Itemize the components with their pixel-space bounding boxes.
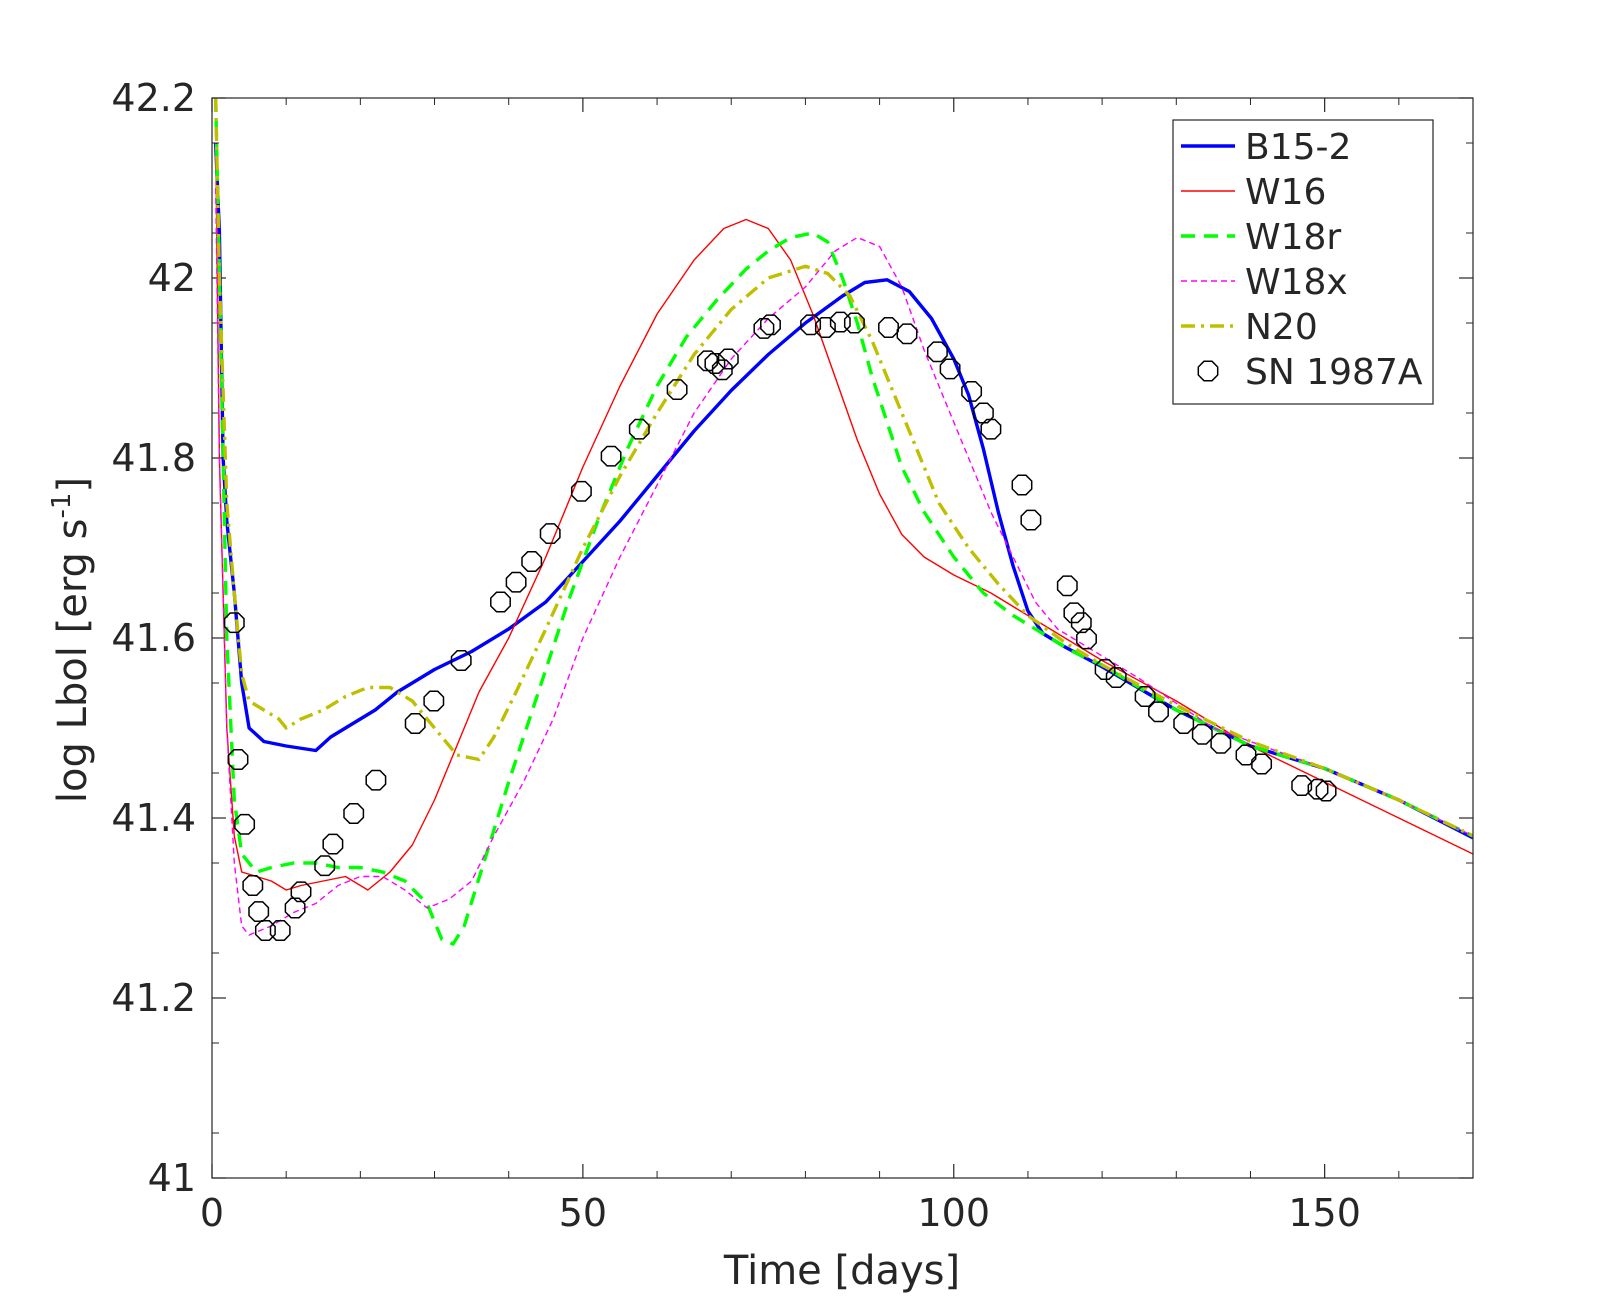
data-point-sn-1987a [365,769,387,791]
series-sn-1987a [223,311,1337,941]
x-tick-label: 50 [559,1191,607,1235]
legend-label-w16: W16 [1245,172,1326,213]
series-line-n20 [214,98,1473,838]
data-point-sn-1987a [1251,753,1273,775]
x-tick-labels: 0 50 100 150 [200,1191,1361,1235]
data-point-sn-1987a [1291,775,1313,797]
data-point-sn-1987a [269,920,291,941]
y-axis-label-main: log Lbol [erg s [50,518,96,803]
data-point-sn-1987a [1210,732,1232,754]
data-point-sn-1987a [814,317,836,338]
data-point-sn-1987a [600,445,622,467]
y-tick-label: 41 [148,1156,196,1200]
data-point-sn-1987a [1076,628,1097,650]
legend-label-n20: N20 [1245,307,1318,348]
data-point-sn-1987a [505,571,527,593]
plot-frame [211,97,1474,1179]
x-axis-label: Time [days] [723,1248,960,1294]
data-point-sn-1987a [717,348,739,370]
data-point-sn-1987a [878,317,899,338]
legend-label-w18r: W18r [1245,217,1341,258]
data-point-sn-1987a [343,803,365,824]
y-tick-label: 41.2 [111,976,196,1020]
data-point-sn-1987a [800,314,822,336]
data-point-sn-1987a [711,359,733,381]
data-point-sn-1987a [423,690,445,712]
data-point-sn-1987a [570,480,592,502]
data-point-sn-1987a [1315,780,1337,802]
data-point-sn-1987a [404,713,426,734]
x-tick-label: 150 [1288,1191,1361,1235]
data-point-sn-1987a [1063,602,1085,624]
data-point-sn-1987a [753,317,775,339]
data-point-sn-1987a [1011,474,1033,496]
y-tick-label: 42.2 [111,76,196,120]
data-point-sn-1987a [1056,575,1078,597]
data-point-sn-1987a [290,881,312,903]
data-point-sn-1987a [490,591,511,613]
legend-label-sn-1987a: SN 1987A [1245,352,1423,393]
legend-marker-sn-1987a [1197,360,1219,382]
data-point-sn-1987a [760,314,781,336]
series-layer [214,98,1473,946]
data-point-sn-1987a [843,312,865,334]
data-point-sn-1987a [1105,667,1127,689]
series-line-b15-2 [214,142,1473,840]
data-point-sn-1987a [980,418,1002,440]
series-line-w18r [214,98,1473,946]
data-point-sn-1987a [539,523,561,545]
y-tick-label: 41.4 [111,796,196,840]
data-point-sn-1987a [521,551,543,572]
data-point-sn-1987a [1070,612,1092,634]
data-point-sn-1987a [1134,686,1156,707]
data-point-sn-1987a [1191,723,1213,745]
data-point-sn-1987a [926,341,948,363]
data-point-sn-1987a [1020,509,1042,531]
data-point-sn-1987a [628,418,650,440]
data-point-sn-1987a [314,855,336,877]
data-point-sn-1987a [1173,713,1195,734]
y-axis-label-close: ] [50,477,96,493]
data-point-sn-1987a [961,380,983,402]
data-point-sn-1987a [227,749,249,770]
legend-label-w18x: W18x [1245,262,1348,303]
y-axis-label: log Lbol [erg s-1] [47,477,96,803]
y-axis-label-sup: -1 [47,493,77,519]
data-point-sn-1987a [450,650,472,671]
legend-box [1172,119,1434,405]
data-point-sn-1987a [704,353,726,374]
series-line-w18x [215,187,1473,936]
data-point-sn-1987a [322,833,344,855]
data-point-sn-1987a [666,379,688,401]
series-line-w16 [215,142,1473,891]
data-point-sn-1987a [234,813,256,835]
y-tick-labels: 41 41.2 41.4 41.6 41.8 42 42.2 [111,76,196,1200]
data-point-sn-1987a [896,323,918,345]
x-tick-label: 100 [917,1191,990,1235]
data-point-sn-1987a [1148,701,1169,723]
y-tick-label: 41.8 [111,436,196,480]
data-point-sn-1987a [972,402,994,424]
y-tick-label: 41.6 [111,616,196,660]
legend-label-b15-2: B15-2 [1245,127,1351,168]
data-point-sn-1987a [939,358,961,380]
y-tick-label: 42 [148,256,196,300]
data-point-sn-1987a [223,612,245,634]
data-point-sn-1987a [1235,744,1257,766]
x-tick-label: 0 [200,1191,224,1235]
data-point-sn-1987a [242,875,264,896]
